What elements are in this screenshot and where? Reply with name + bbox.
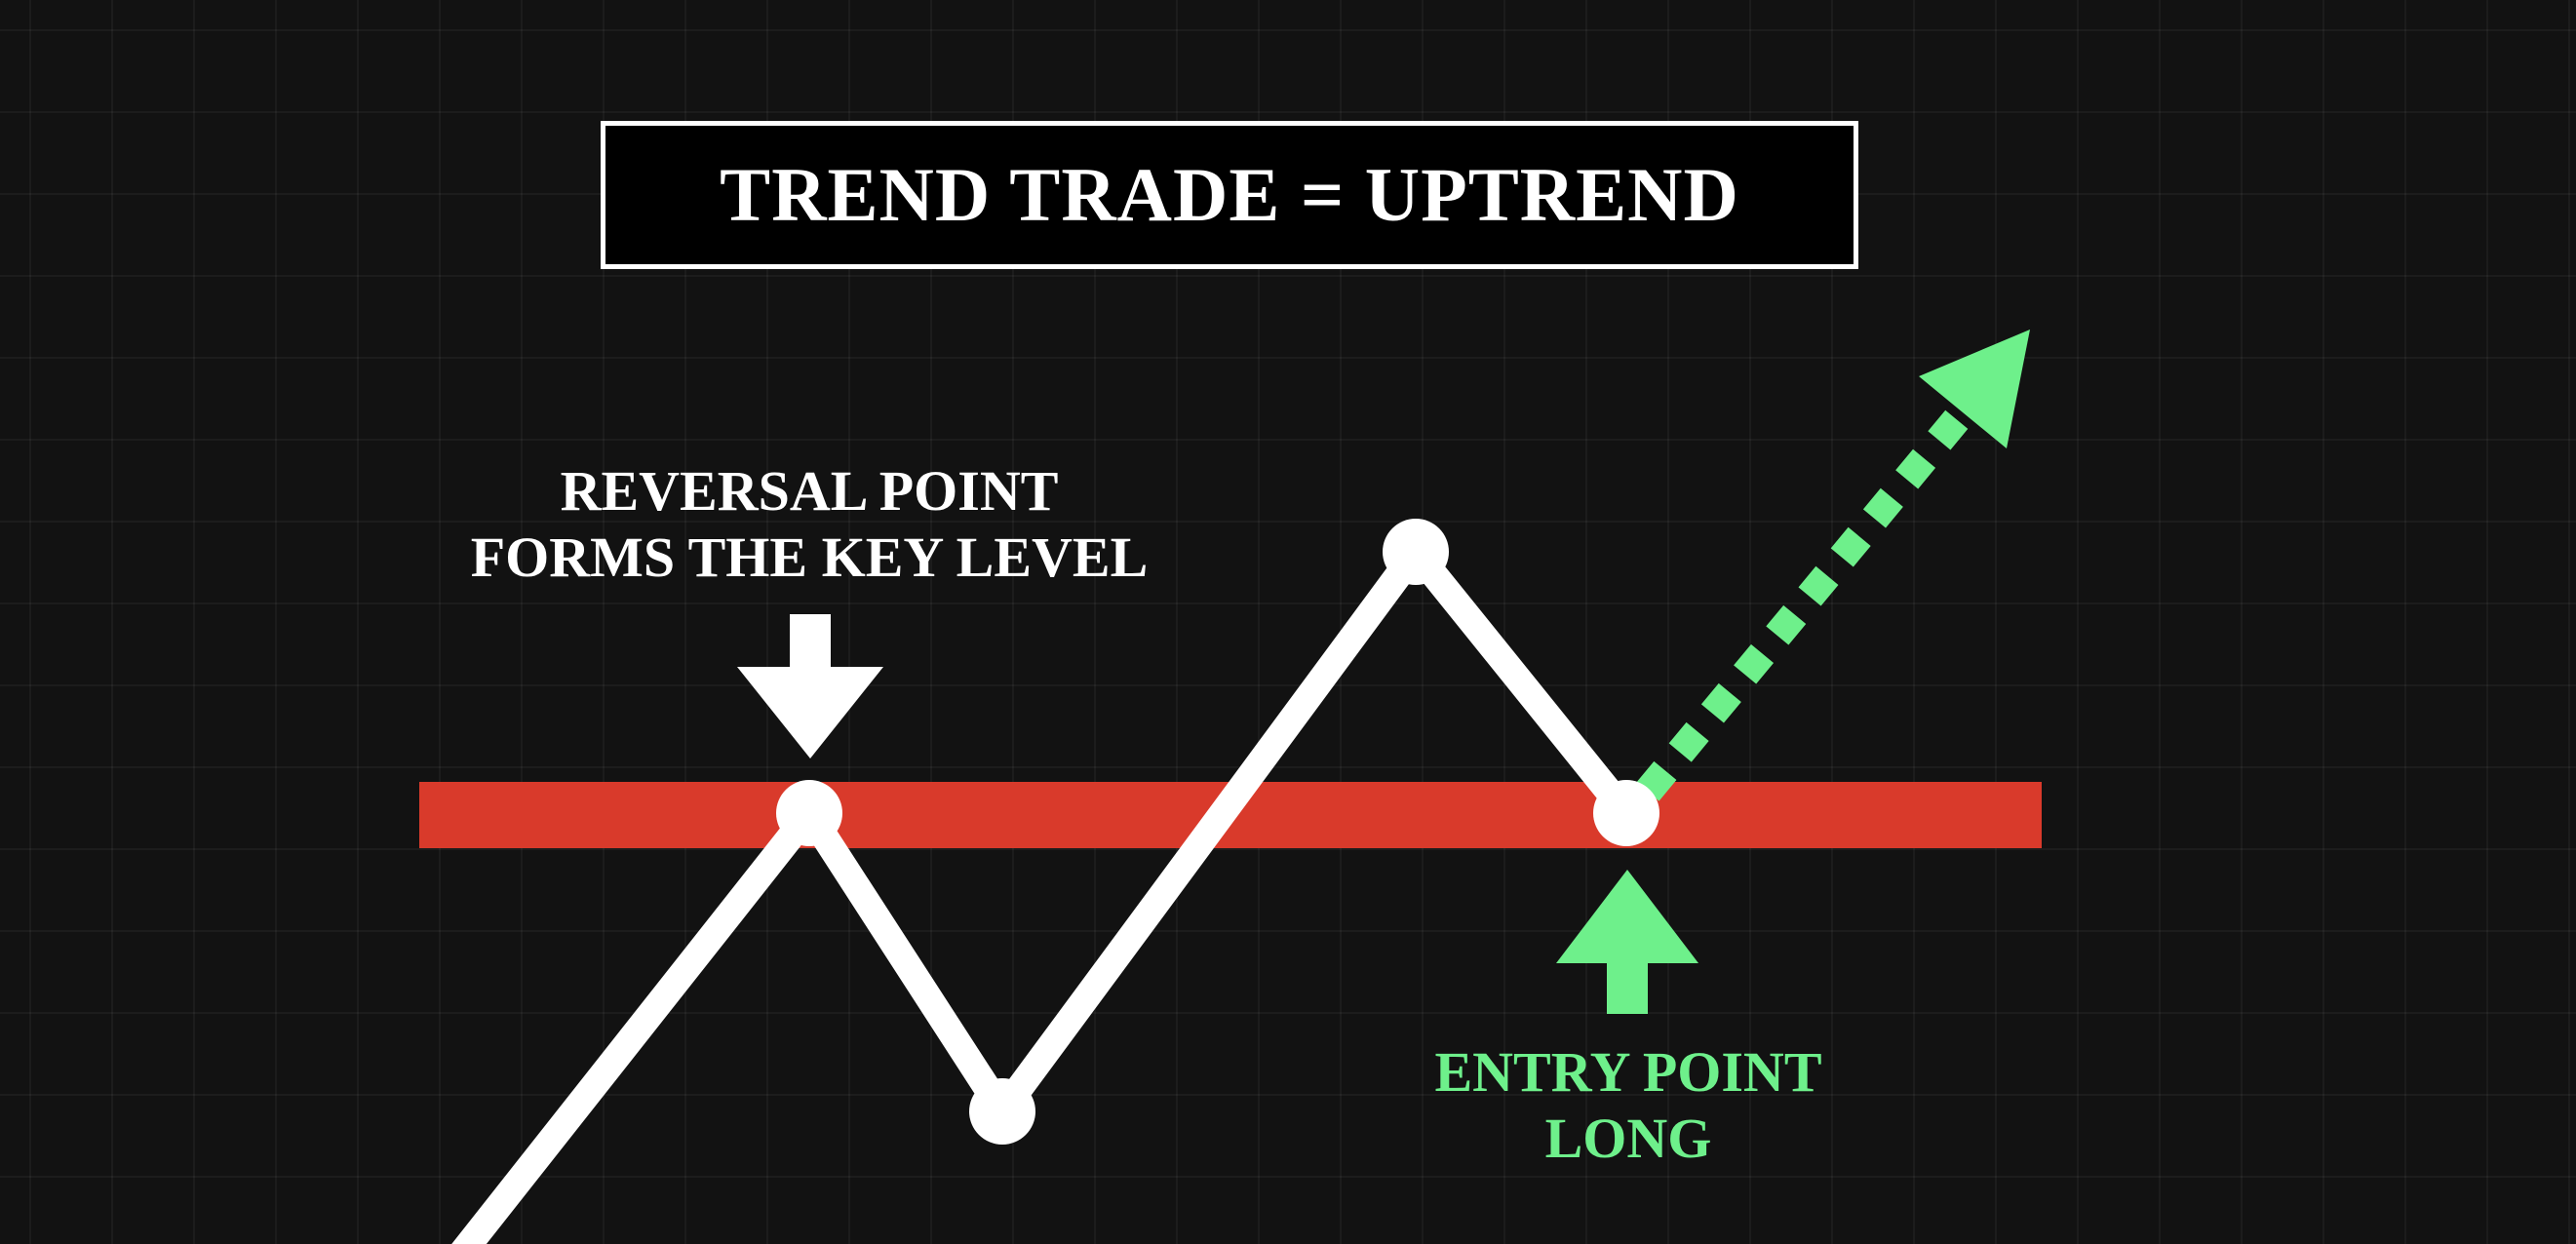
entry-point-label: ENTRY POINT LONG <box>1355 1039 1901 1172</box>
entry-point-marker <box>1593 780 1659 846</box>
reversal-point-marker <box>776 780 842 846</box>
arrow-up-icon <box>1556 870 1698 1014</box>
swing-low-marker <box>969 1078 1035 1145</box>
reversal-label-line-1: REVERSAL POINT <box>560 459 1059 523</box>
reversal-point-label: REVERSAL POINT FORMS THE KEY LEVEL <box>410 458 1209 591</box>
entry-label-line-1: ENTRY POINT <box>1434 1040 1822 1104</box>
swing-high-marker <box>1383 519 1449 585</box>
projection-arrowhead-icon <box>1919 330 2030 448</box>
entry-label-line-2: LONG <box>1544 1107 1712 1170</box>
diagram-title: TREND TRADE = UPTREND <box>720 152 1739 237</box>
arrow-down-icon <box>737 614 883 758</box>
projection-dotted-line <box>1636 404 1973 801</box>
title-box: TREND TRADE = UPTREND <box>601 121 1858 269</box>
reversal-label-line-2: FORMS THE KEY LEVEL <box>470 525 1149 589</box>
